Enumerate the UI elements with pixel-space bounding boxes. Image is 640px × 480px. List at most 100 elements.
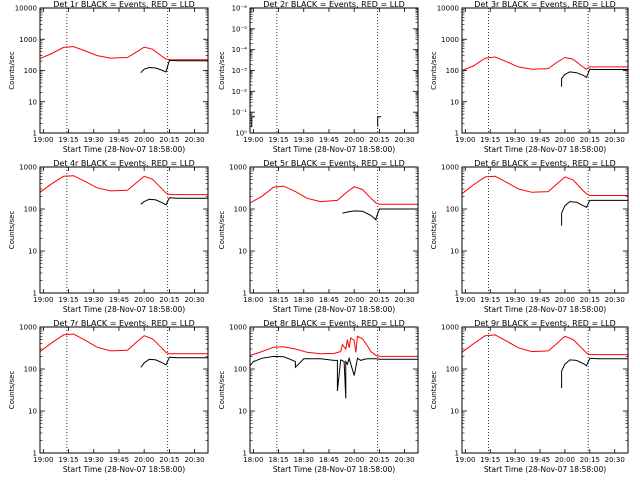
y-tick-label: 10 [28,408,37,416]
lld-rate-line [39,333,208,355]
events-rate-line [377,116,381,127]
y-tick-label: 100 [24,206,37,214]
y-axis-label: Counts/sec [218,371,226,410]
y-tick-label: 1000 [441,36,459,44]
y-axis-label: Counts/sec [8,371,16,410]
y-tick-label: 100 [24,366,37,374]
y-tick-label: 1 [33,290,37,298]
y-tick-label: 10000 [437,5,459,13]
x-axis-label: Start Time (28-Nov-07 18:58:00) [63,305,185,314]
x-tick-label: 19:00 [33,296,53,304]
x-tick-label: 20:30 [394,456,414,464]
plot-frame [461,326,629,454]
panel-det-8: Det 8r BLACK = Events, RED = LLD Counts/s… [218,319,419,474]
y-tick-label: 1000 [19,36,37,44]
x-tick-label: 19:45 [109,296,129,304]
panel-det-3: Det 3r BLACK = Events, RED = LLD Counts/s… [430,0,629,154]
x-tick-label: 19:00 [33,136,53,144]
events-rate-line [140,197,208,206]
y-tick-label: 10 [450,248,459,256]
panel-det-4: Det 4r BLACK = Events, RED = LLD Counts/s… [8,159,209,314]
x-tick-label: 19:45 [319,136,339,144]
y-tick-label: 10⁻³ [232,67,248,75]
y-axis-label: Counts/sec [430,51,438,90]
events-rate-line [561,68,628,87]
y-tick-label: 10⁻² [232,88,248,96]
x-tick-label: 20:15 [369,136,389,144]
x-tick-label: 20:30 [605,296,625,304]
x-tick-label: 20:00 [555,456,575,464]
x-tick-label: 19:15 [58,136,78,144]
x-tick-label: 19:45 [530,136,550,144]
x-tick-label: 20:15 [369,456,389,464]
x-tick-label: 20:15 [580,296,600,304]
x-axis-label: Start Time (28-Nov-07 18:58:00) [484,465,606,474]
y-tick-label: 1 [455,450,459,458]
x-tick-label: 20:30 [184,136,204,144]
plot-frame [249,7,419,134]
lld-rate-line [249,335,418,357]
events-rate-line [140,59,208,74]
lld-rate-line [39,46,208,61]
y-tick-label: 1 [243,290,247,298]
y-tick-label: 1000 [441,164,459,172]
x-tick-label: 19:00 [455,296,475,304]
panel-title: Det 2r BLACK = Events, RED = LLD [263,0,405,9]
y-tick-label: 1 [33,450,37,458]
x-tick-label: 19:15 [58,296,78,304]
x-tick-label: 18:00 [243,296,263,304]
x-tick-label: 19:00 [455,136,475,144]
x-tick-label: 18:30 [294,456,314,464]
x-tick-label: 19:15 [480,136,500,144]
y-tick-label: 10⁰ [235,130,247,138]
y-tick-label: 1 [243,450,247,458]
plot-frame [39,166,209,294]
x-tick-label: 20:30 [605,456,625,464]
panel-det-6: Det 6r BLACK = Events, RED = LLD Counts/s… [430,159,629,314]
x-tick-label: 19:30 [84,136,104,144]
x-tick-label: 19:00 [243,136,263,144]
x-tick-label: 20:00 [134,296,154,304]
x-tick-label: 19:30 [84,296,104,304]
plot-frame [39,326,209,454]
x-tick-label: 19:45 [530,296,550,304]
panel-title: Det 3r BLACK = Events, RED = LLD [474,0,616,9]
x-tick-label: 19:45 [530,456,550,464]
x-tick-label: 20:00 [344,456,364,464]
x-tick-label: 20:15 [159,296,179,304]
y-tick-label: 10⁻⁵ [232,25,248,33]
plot-frame [461,7,629,134]
lld-rate-line [461,175,628,196]
x-tick-label: 19:15 [58,456,78,464]
y-tick-label: 1000 [229,324,247,332]
x-axis-label: Start Time (28-Nov-07 18:58:00) [484,145,606,154]
x-tick-label: 20:30 [394,296,414,304]
y-tick-label: 10⁻⁶ [232,5,248,13]
x-axis-label: Start Time (28-Nov-07 18:58:00) [273,145,395,154]
x-tick-label: 20:30 [184,456,204,464]
plot-frame [461,166,629,294]
plot-frame [249,166,419,294]
x-tick-label: 19:30 [505,456,525,464]
x-axis-label: Start Time (28-Nov-07 18:58:00) [484,305,606,314]
y-tick-label: 10 [450,408,459,416]
x-tick-label: 19:45 [109,456,129,464]
y-tick-label: 100 [446,206,459,214]
panel-title: Det 6r BLACK = Events, RED = LLD [474,159,616,168]
x-tick-label: 19:30 [294,136,314,144]
y-axis-label: Counts/sec [8,51,16,90]
y-tick-label: 10 [238,408,247,416]
y-tick-label: 1000 [441,324,459,332]
events-rate-line [140,356,208,368]
x-tick-label: 20:00 [134,136,154,144]
events-rate-line [561,357,628,389]
x-tick-label: 20:15 [580,136,600,144]
y-tick-label: 10000 [15,5,37,13]
events-rate-line [249,355,418,399]
x-tick-label: 20:00 [134,456,154,464]
lld-rate-line [39,175,208,196]
lld-rate-line [461,56,628,71]
panel-title: Det 9r BLACK = Events, RED = LLD [474,319,616,328]
plot-frame [39,7,209,134]
